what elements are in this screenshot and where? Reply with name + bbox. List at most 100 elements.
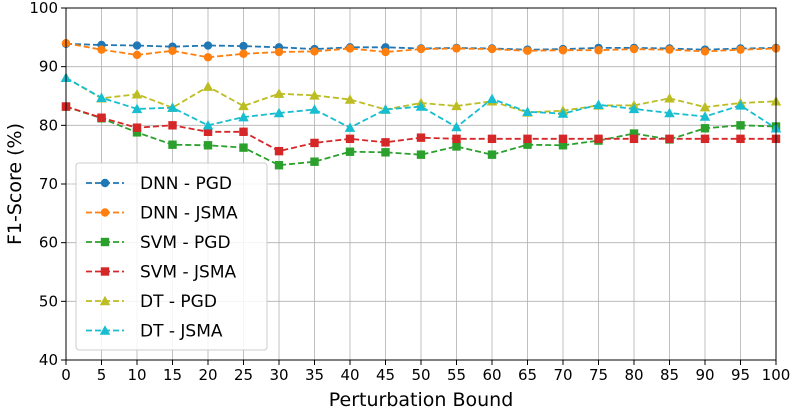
series-svm-jsma — [61, 102, 781, 156]
data-point-svm-pgd — [736, 121, 745, 130]
data-point-dnn-jsma — [132, 50, 142, 60]
data-point-dt-pgd — [451, 100, 462, 111]
x-tick-label: 85 — [660, 366, 679, 384]
data-point-dnn-jsma — [665, 45, 674, 54]
x-tick-label: 40 — [340, 366, 359, 384]
data-point-svm-jsma — [629, 134, 639, 144]
data-point-dt-pgd — [309, 90, 320, 100]
data-point-dt-jsma — [309, 104, 320, 114]
x-tick-label: 75 — [589, 366, 608, 384]
data-point-dnn-jsma — [274, 47, 284, 57]
data-point-dt-pgd — [273, 88, 285, 98]
data-point-dt-jsma — [167, 102, 178, 112]
y-tick-label: 70 — [39, 175, 58, 193]
series-line-svm-pgd — [65, 105, 777, 167]
data-point-dnn-jsma — [523, 46, 532, 56]
data-point-dt-jsma — [380, 104, 391, 114]
data-point-svm-jsma — [558, 134, 568, 144]
data-point-dnn-jsma — [97, 45, 106, 54]
data-point-dnn-jsma — [310, 47, 319, 56]
legend-entry-dt-jsma: DT - JSMA — [86, 322, 223, 342]
data-point-svm-pgd — [452, 142, 461, 151]
data-point-svm-pgd — [132, 128, 142, 137]
data-point-svm-jsma — [452, 134, 461, 144]
y-tick-label: 40 — [39, 351, 58, 369]
data-point-svm-pgd — [381, 148, 390, 157]
series-line-dnn-jsma — [65, 42, 777, 59]
data-point-svm-jsma — [523, 134, 532, 144]
data-point-dnn-jsma — [168, 46, 177, 56]
legend-swatch-marker — [100, 237, 110, 247]
data-point-dt-jsma — [486, 93, 498, 104]
x-tick-label: 25 — [234, 366, 253, 384]
series-line-dt-jsma — [65, 77, 777, 130]
data-point-dt-pgd — [131, 88, 143, 99]
legend-entry-dt-pgd: DT - PGD — [86, 292, 217, 312]
data-point-dt-jsma — [131, 103, 143, 114]
x-tick-label: 65 — [518, 366, 537, 384]
data-point-dt-jsma — [664, 107, 675, 118]
data-point-dnn-jsma — [594, 46, 603, 55]
data-point-dt-pgd — [202, 81, 214, 91]
data-point-dt-jsma — [202, 120, 214, 130]
x-tick-label: 30 — [269, 366, 288, 384]
legend-label: SVM - PGD — [140, 233, 231, 253]
data-point-dnn-jsma — [345, 44, 355, 53]
data-point-svm-jsma — [487, 134, 497, 144]
data-point-dt-pgd — [344, 94, 356, 104]
x-tick-label: 0 — [61, 366, 71, 384]
legend-entry-dnn-jsma: DNN - JSMA — [86, 204, 238, 224]
data-point-svm-pgd — [558, 141, 568, 150]
x-tick-label: 50 — [411, 366, 430, 384]
data-point-dnn-jsma — [487, 44, 497, 54]
data-point-svm-jsma — [381, 138, 390, 147]
data-point-svm-pgd — [345, 147, 355, 156]
data-point-dnn-jsma — [736, 45, 745, 54]
data-point-dt-jsma — [344, 122, 356, 132]
x-tick-label: 5 — [97, 366, 107, 384]
data-point-dnn-jsma — [629, 44, 639, 54]
data-point-dt-jsma — [96, 92, 107, 102]
data-point-dnn-jsma — [452, 44, 461, 53]
data-point-dt-jsma — [557, 108, 569, 118]
data-point-dnn-jsma — [239, 49, 248, 58]
data-point-svm-pgd — [239, 143, 248, 152]
series-layer — [60, 39, 782, 170]
data-point-dt-jsma — [415, 101, 427, 111]
data-point-dt-jsma — [735, 100, 746, 110]
x-tick-label: 15 — [163, 366, 182, 384]
data-point-svm-pgd — [700, 124, 710, 133]
data-point-dnn-jsma — [381, 47, 390, 57]
data-point-svm-jsma — [736, 134, 745, 144]
legend-entry-svm-jsma: SVM - JSMA — [86, 263, 237, 283]
data-point-svm-jsma — [239, 127, 248, 136]
legend-swatch-marker — [99, 295, 111, 306]
data-point-dt-jsma — [273, 107, 285, 118]
data-point-svm-pgd — [310, 157, 319, 166]
legend-label: SVM - JSMA — [140, 263, 237, 283]
legend-label: DT - JSMA — [140, 322, 223, 342]
data-point-dnn-pgd — [132, 41, 142, 50]
y-tick-label: 90 — [39, 58, 58, 76]
data-point-svm-pgd — [629, 129, 639, 138]
data-point-dnn-pgd — [239, 41, 248, 51]
legend-label: DNN - JSMA — [140, 204, 238, 224]
x-tick-label: 10 — [127, 366, 146, 384]
x-tick-label: 90 — [695, 366, 714, 384]
legend-swatch-marker — [100, 208, 110, 217]
x-tick-label: 45 — [376, 366, 395, 384]
legend-swatch-marker — [100, 178, 110, 188]
data-point-dt-jsma — [451, 121, 462, 132]
data-point-dnn-jsma — [558, 46, 568, 55]
legend-swatch-marker — [99, 325, 111, 335]
data-point-svm-jsma — [665, 134, 674, 144]
legend-entry-dnn-pgd: DNN - PGD — [86, 174, 232, 194]
y-tick-label: 80 — [39, 116, 58, 134]
data-point-svm-jsma — [97, 113, 106, 122]
data-point-dt-pgd — [699, 101, 711, 112]
data-point-dt-jsma — [593, 99, 604, 109]
legend-label: DT - PGD — [140, 292, 217, 312]
y-tick-label: 100 — [29, 0, 58, 17]
data-point-svm-pgd — [203, 141, 213, 150]
